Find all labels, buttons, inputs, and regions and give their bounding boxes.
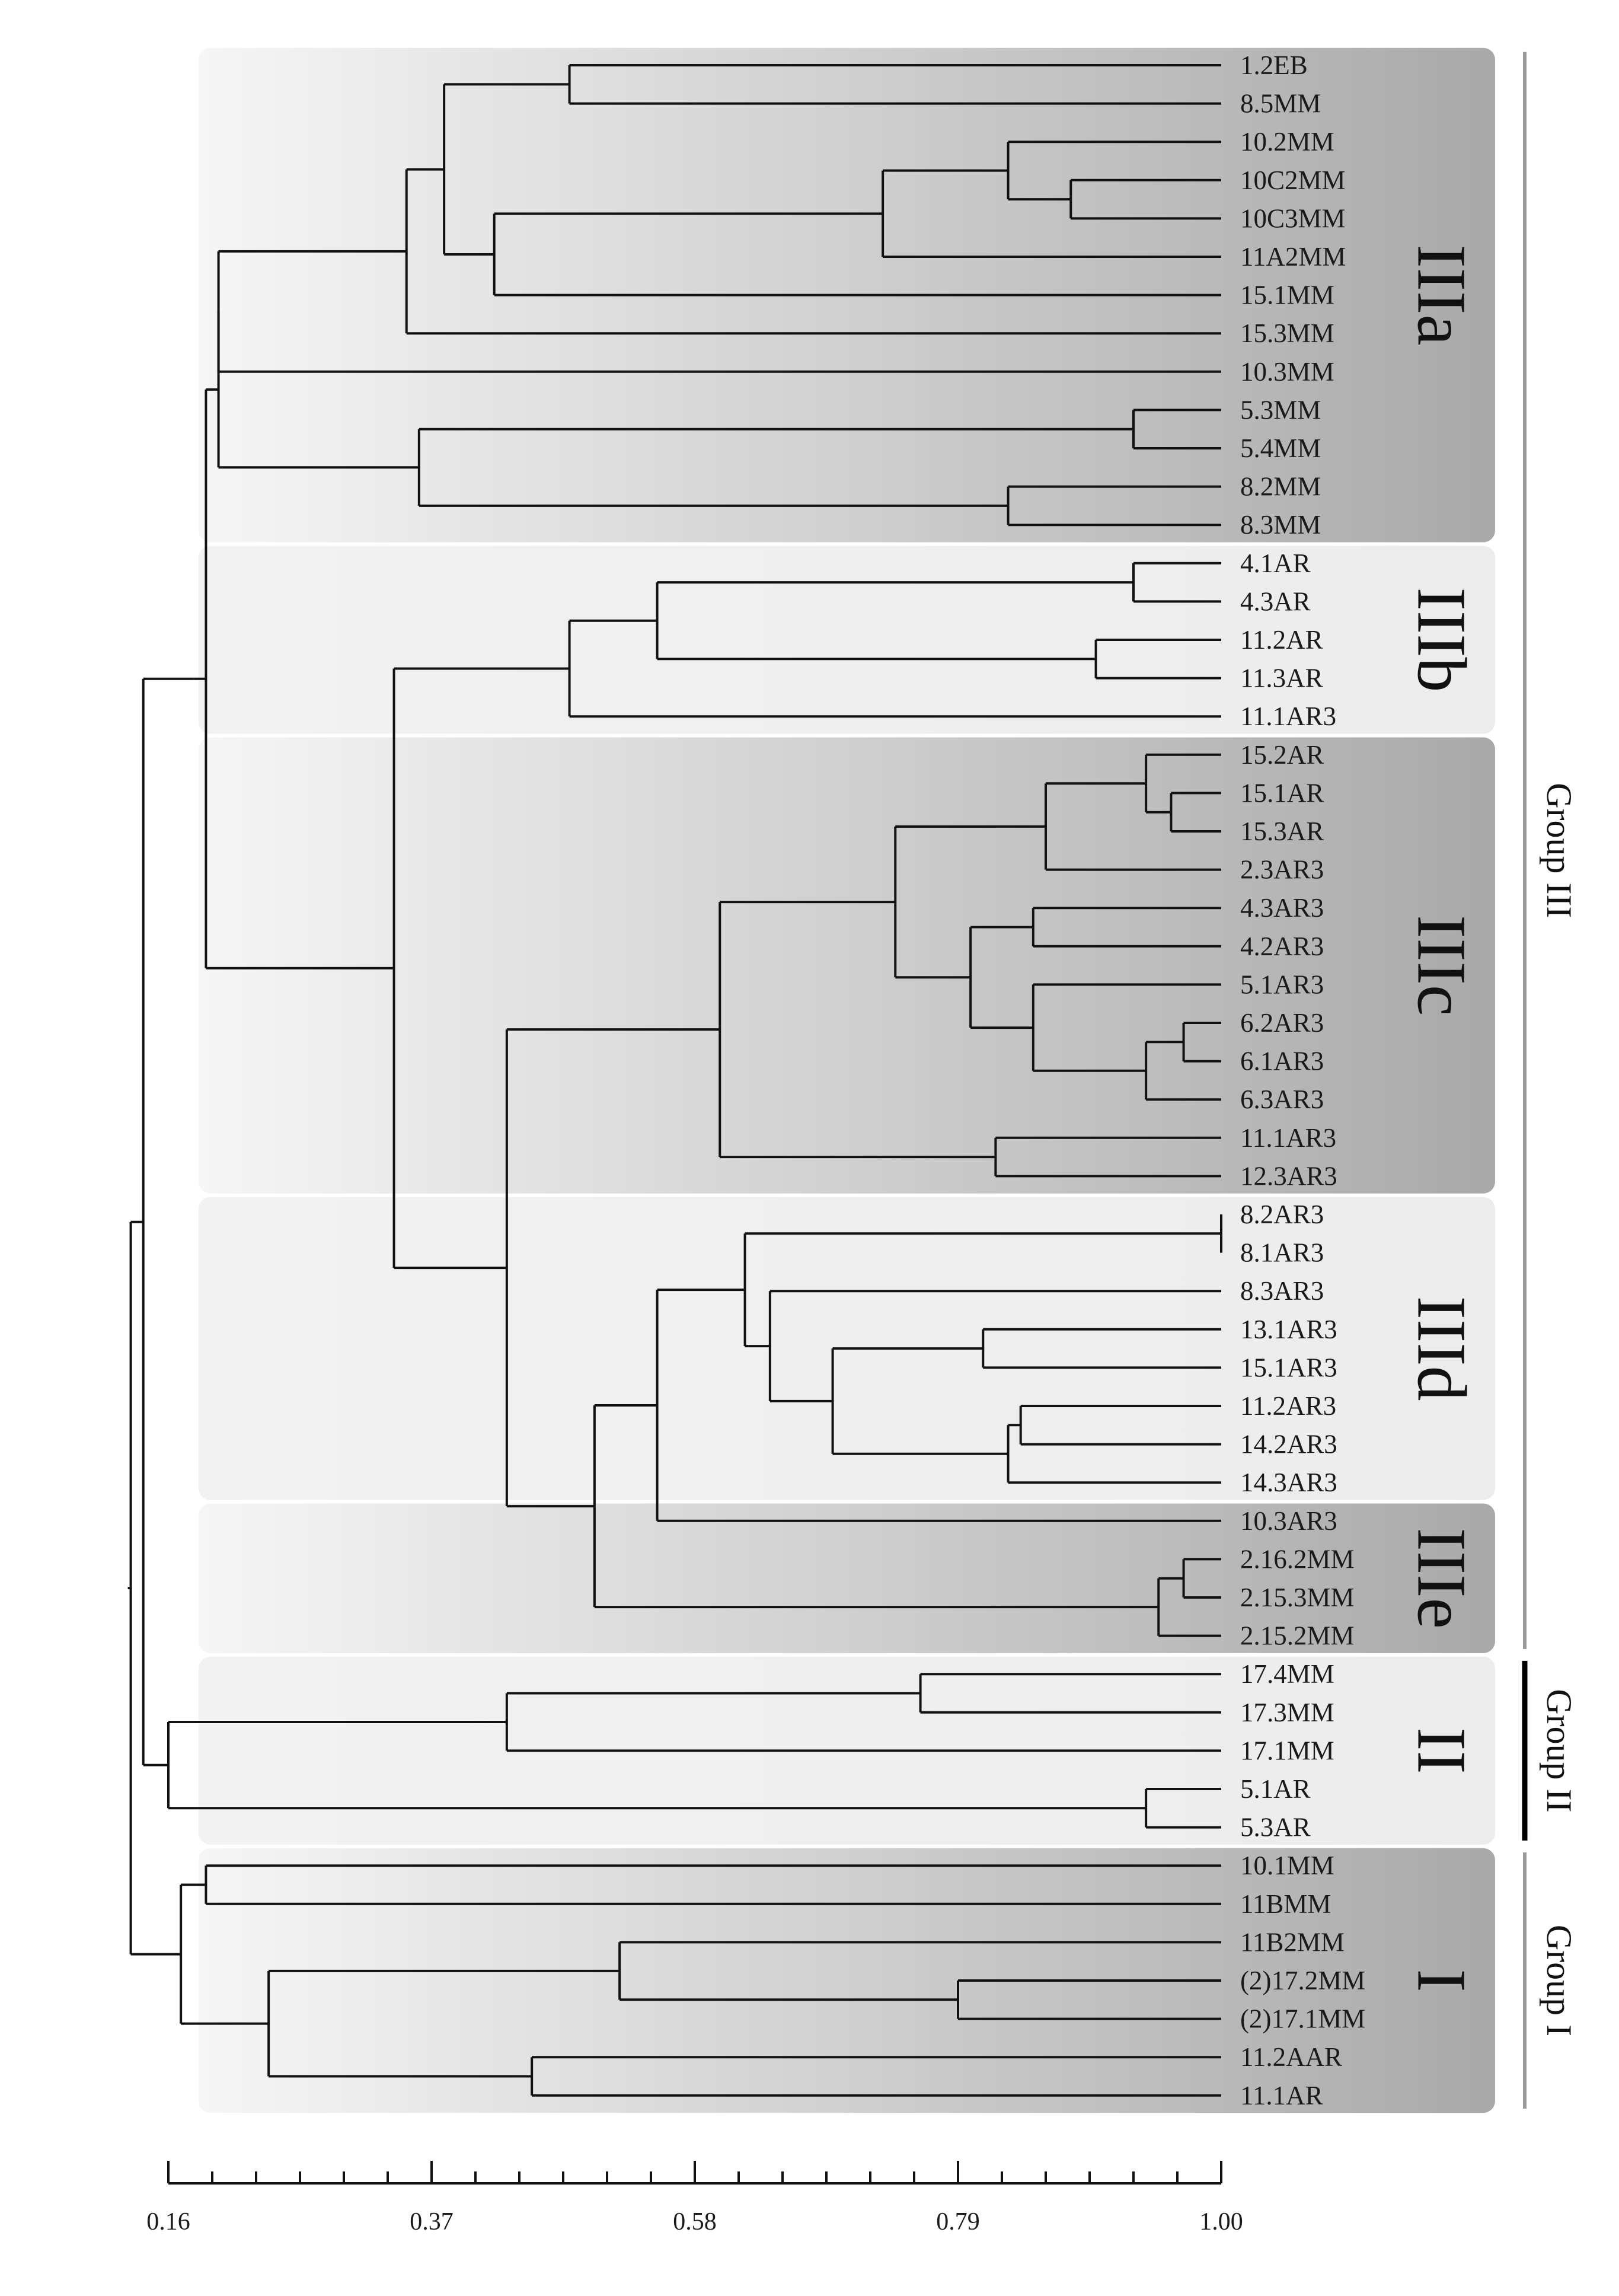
leaf-label: 15.3AR [1240,817,1324,846]
leaf-label: 6.2AR3 [1240,1008,1324,1038]
leaf-label: 13.1AR3 [1240,1315,1337,1344]
leaf-label: 6.1AR3 [1240,1047,1324,1076]
axis-tick-label: 0.79 [936,2208,980,2236]
leaf-label: 8.3AR3 [1240,1276,1324,1306]
leaf-label: 4.2AR3 [1240,932,1324,961]
cluster-panel-I [199,1848,1495,2113]
leaf-label: 2.16.2MM [1240,1544,1355,1574]
leaf-label: 11.2AAR [1240,2042,1342,2072]
leaf-label: 17.1MM [1240,1736,1334,1765]
leaf-label: 14.3AR3 [1240,1468,1337,1497]
cluster-label: IIIe [1403,1528,1481,1629]
leaf-label: 2.15.2MM [1240,1621,1355,1651]
leaf-label: 11.2AR [1240,625,1323,655]
leaf-label: 1.2EB [1240,50,1308,80]
similarity-axis: 0.16 0.37 0.58 0.79 1.00 [146,2161,1243,2236]
leaf-label: 15.2AR [1240,740,1324,770]
leaf-label: 10C3MM [1240,203,1346,233]
leaf-label: 11.1AR3 [1240,1123,1336,1153]
leaf-label: 11.3AR [1240,664,1323,693]
leaf-label: 5.3AR [1240,1813,1311,1842]
axis-tick-label: 0.58 [673,2208,717,2236]
leaf-label: 10.1MM [1240,1851,1334,1880]
leaf-label: 10.2MM [1240,127,1334,157]
cluster-panel-IIIb [199,546,1495,734]
leaf-label: 11.1AR3 [1240,701,1336,731]
leaf-label: 15.1AR [1240,778,1324,808]
leaf-label: 8.2MM [1240,472,1321,502]
leaf-label: 10C2MM [1240,165,1346,195]
group-brackets: Group III Group II Group I [1522,52,1579,2109]
cluster-label: II [1403,1727,1481,1774]
leaf-label: 4.3AR3 [1240,893,1324,923]
cluster-label: IIIb [1403,588,1481,693]
leaf-label: 5.1AR3 [1240,970,1324,999]
leaf-label: 10.3MM [1240,357,1334,387]
leaf-label: 8.1AR3 [1240,1238,1324,1268]
leaf-label: 11.1AR [1240,2081,1323,2110]
leaf-label: 14.2AR3 [1240,1430,1337,1459]
leaf-label: 2.15.3MM [1240,1583,1355,1612]
leaf-label: 2.3AR3 [1240,855,1324,885]
leaf-label: 12.3AR3 [1240,1161,1337,1191]
leaf-label: 15.3MM [1240,318,1334,348]
leaf-label: 15.1AR3 [1240,1353,1337,1382]
leaf-label: 8.5MM [1240,89,1321,119]
dendrogram-tree [127,64,1222,2097]
axis-tick-label: 0.37 [410,2208,454,2236]
leaf-label: 4.3AR [1240,586,1311,616]
axis-tick-label: 1.00 [1199,2208,1243,2236]
leaf-label: (2)17.1MM [1240,2004,1365,2034]
leaf-label: 11.2AR3 [1240,1391,1336,1421]
leaf-label: 8.3MM [1240,510,1321,540]
leaf-label: 5.1AR [1240,1774,1311,1804]
cluster-label: IIIc [1403,915,1481,1016]
leaf-label: 4.1AR [1240,549,1311,578]
leaf-label: 6.3AR3 [1240,1085,1324,1114]
group-label: Group II [1540,1689,1579,1812]
group-label: Group I [1540,1925,1579,2036]
cluster-label: IIId [1403,1296,1481,1401]
cluster-panel-IIIc [199,737,1495,1194]
leaf-label: 11A2MM [1240,242,1346,272]
leaf-labels: 1.2EB 8.5MM 10.2MM 10C2MM 10C3MM 11A2MM 15.1MM… [1240,50,1365,2110]
group-label: Group III [1540,783,1579,918]
leaf-label: 15.1MM [1240,280,1334,310]
cluster-panel-IIIe [199,1503,1495,1653]
leaf-label: 17.4MM [1240,1659,1334,1689]
leaf-label: 5.4MM [1240,433,1321,463]
leaf-label: 11B2MM [1240,1927,1345,1957]
leaf-label: 8.2AR3 [1240,1200,1324,1229]
leaf-label: 10.3AR3 [1240,1506,1337,1536]
cluster-label: IIIa [1403,244,1481,345]
leaf-label: 11BMM [1240,1889,1331,1919]
leaf-label: 5.3MM [1240,395,1321,425]
leaf-label: (2)17.2MM [1240,1966,1365,1995]
leaf-label: 17.3MM [1240,1698,1334,1727]
cluster-label: I [1403,1969,1481,1992]
axis-tick-label: 0.16 [146,2208,190,2236]
